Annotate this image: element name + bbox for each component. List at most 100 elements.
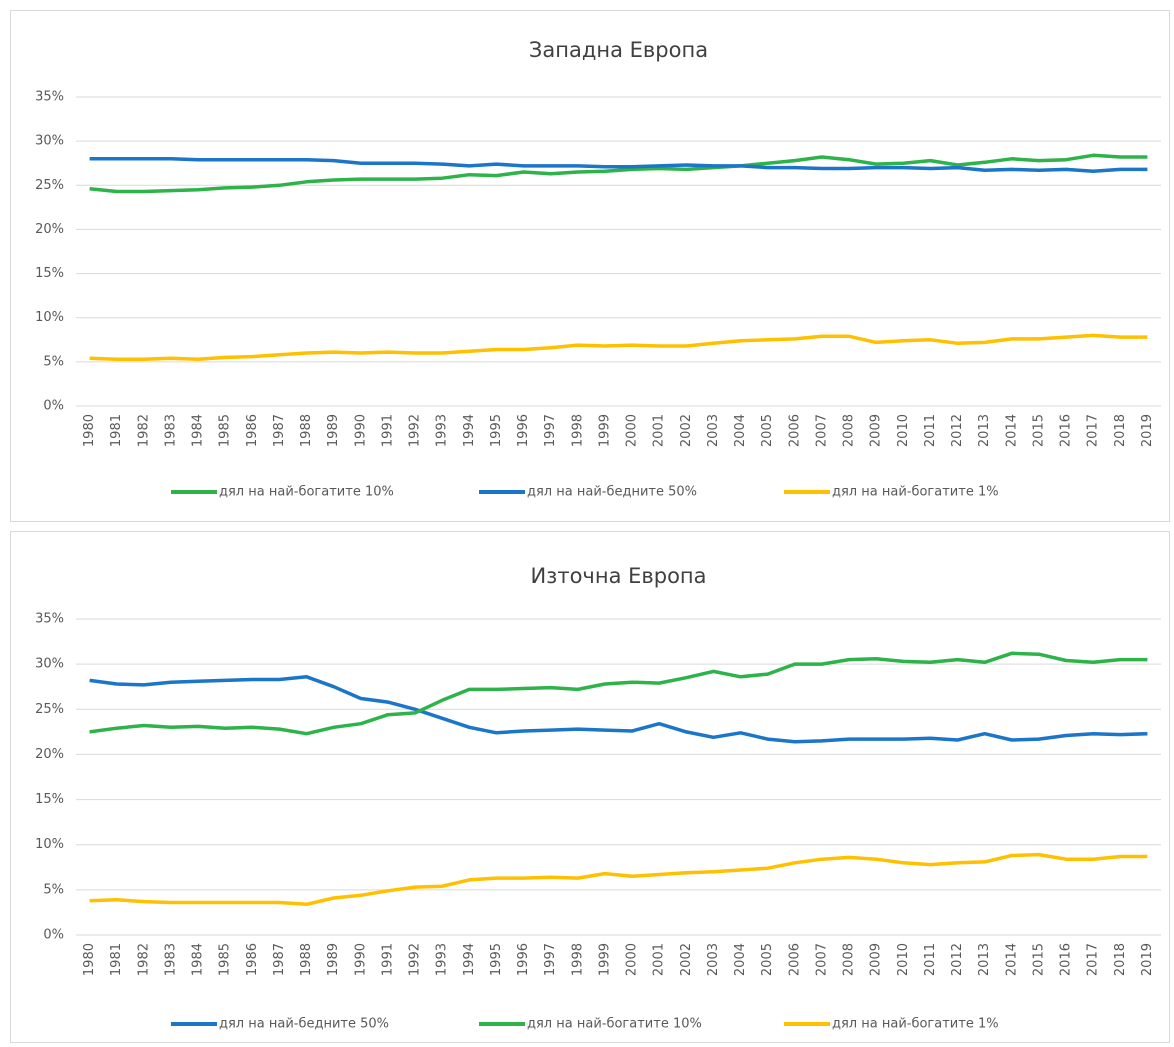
y-tick-label: 35%	[35, 90, 64, 105]
y-tick-label: 25%	[35, 178, 64, 193]
x-tick-label: 1989	[326, 943, 341, 976]
data-line	[89, 153, 1148, 194]
x-tick-label: 2006	[787, 943, 802, 976]
x-tick-label: 1998	[570, 414, 585, 447]
data-line	[89, 675, 1148, 744]
y-tick-label: 25%	[35, 702, 64, 717]
legend-item: дял на най-богатите 1%	[784, 1017, 999, 1032]
legend-label: дял на най-богатите 10%	[219, 485, 394, 500]
x-tick-label: 1980	[82, 943, 97, 976]
x-tick-label: 2012	[950, 943, 965, 976]
y-tick-label: 20%	[35, 222, 64, 237]
x-tick-label: 2007	[814, 414, 829, 447]
x-tick-label: 2012	[950, 414, 965, 447]
x-tick-label: 1994	[462, 414, 477, 447]
x-tick-label: 2017	[1086, 414, 1101, 447]
x-tick-label: 2014	[1004, 414, 1019, 447]
x-tick-label: 1992	[408, 414, 423, 447]
x-tick-label: 1988	[299, 414, 314, 447]
x-tick-label: 1982	[136, 943, 151, 976]
x-tick-label: 2009	[869, 943, 884, 976]
x-tick-label: 2013	[977, 943, 992, 976]
x-tick-label: 1991	[380, 943, 395, 976]
x-tick-label: 2011	[923, 943, 938, 976]
x-tick-label: 2004	[733, 414, 748, 447]
x-tick-label: 1987	[272, 414, 287, 447]
x-tick-label: 2015	[1031, 414, 1046, 447]
y-tick-label: 20%	[35, 747, 64, 762]
x-tick-label: 1993	[435, 414, 450, 447]
x-tick-label: 2002	[679, 414, 694, 447]
x-tick-label: 2019	[1140, 943, 1155, 976]
x-tick-label: 2010	[896, 414, 911, 447]
data-line	[89, 651, 1148, 736]
y-tick-label: 15%	[35, 792, 64, 807]
data-line	[89, 157, 1148, 173]
legend-label: дял на най-бедните 50%	[219, 1017, 389, 1032]
x-tick-label: 1995	[489, 414, 504, 447]
x-tick-label: 1980	[82, 414, 97, 447]
legend-label: дял на най-богатите 1%	[832, 1017, 999, 1032]
x-tick-label: 1985	[218, 414, 233, 447]
x-tick-label: 1990	[353, 943, 368, 976]
x-tick-label: 1997	[543, 414, 558, 447]
chart-panel: Източна Европа 0% 5% 10% 15% 20% 25% 30% 35% 1980…	[10, 531, 1170, 1043]
x-tick-label: 1988	[299, 943, 314, 976]
legend-label: дял на най-богатите 10%	[527, 1017, 702, 1032]
x-tick-label: 1982	[136, 414, 151, 447]
x-tick-label: 2003	[706, 414, 721, 447]
x-tick-label: 2002	[679, 943, 694, 976]
x-tick-label: 2014	[1004, 943, 1019, 976]
x-tick-label: 1981	[109, 943, 124, 976]
chart-title: Западна Европа	[529, 38, 708, 62]
x-tick-label: 1992	[408, 943, 423, 976]
x-tick-label: 1986	[245, 414, 260, 447]
x-tick-label: 1999	[597, 414, 612, 447]
legend-item: дял на най-богатите 1%	[784, 485, 999, 500]
legend-item: дял на най-бедните 50%	[479, 485, 697, 500]
x-tick-label: 2017	[1086, 943, 1101, 976]
x-tick-label: 1983	[163, 414, 178, 447]
x-tick-label: 1994	[462, 943, 477, 976]
x-tick-label: 2016	[1059, 943, 1074, 976]
x-tick-label: 2001	[652, 943, 667, 976]
x-tick-label: 1985	[218, 943, 233, 976]
x-tick-label: 2008	[842, 414, 857, 447]
x-tick-label: 2004	[733, 943, 748, 976]
x-tick-label: 1990	[353, 414, 368, 447]
legend-label: дял на най-бедните 50%	[527, 485, 697, 500]
legend-item: дял на най-богатите 10%	[171, 485, 394, 500]
legend-item: дял на най-бедните 50%	[171, 1017, 389, 1032]
legend-item: дял на най-богатите 10%	[479, 1017, 702, 1032]
x-tick-label: 1995	[489, 943, 504, 976]
x-tick-label: 1984	[191, 414, 206, 447]
x-tick-label: 2011	[923, 414, 938, 447]
y-tick-label: 0%	[43, 928, 64, 943]
x-tick-label: 2005	[760, 943, 775, 976]
x-tick-label: 2016	[1059, 414, 1074, 447]
x-tick-label: 1989	[326, 414, 341, 447]
y-tick-label: 5%	[43, 882, 64, 897]
x-tick-label: 2007	[814, 943, 829, 976]
x-tick-label: 1986	[245, 943, 260, 976]
x-tick-label: 2019	[1140, 414, 1155, 447]
data-line	[89, 333, 1148, 361]
x-tick-label: 2006	[787, 414, 802, 447]
x-tick-label: 2008	[842, 943, 857, 976]
x-tick-label: 2015	[1031, 943, 1046, 976]
x-tick-label: 2001	[652, 414, 667, 447]
x-tick-label: 1996	[516, 414, 531, 447]
x-tick-label: 1984	[191, 943, 206, 976]
chart-panel: Западна Европа 0% 5% 10% 15% 20% 25% 30% 35% 1980…	[10, 10, 1170, 522]
data-line	[89, 852, 1148, 907]
y-tick-label: 35%	[35, 612, 64, 627]
x-tick-label: 2009	[869, 414, 884, 447]
x-tick-label: 1997	[543, 943, 558, 976]
chart-title: Източна Европа	[530, 564, 706, 588]
y-tick-label: 10%	[35, 837, 64, 852]
y-tick-label: 10%	[35, 310, 64, 325]
x-tick-label: 2000	[625, 414, 640, 447]
x-tick-label: 2000	[625, 943, 640, 976]
x-tick-label: 2018	[1113, 943, 1128, 976]
